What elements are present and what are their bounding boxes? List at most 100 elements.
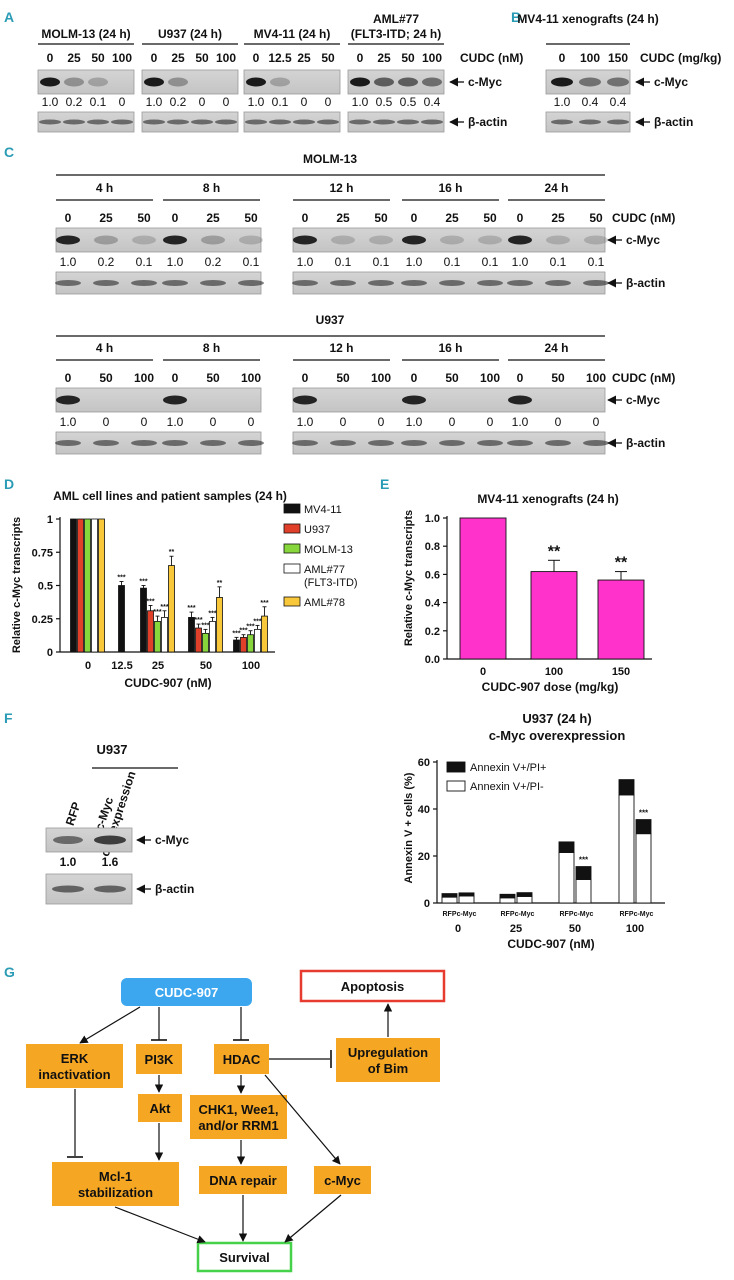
panel-c-block-title-1: U937 (316, 313, 345, 327)
panel-a-actin-band (167, 119, 189, 125)
panel-f-chart-title: U937 (24 h) (522, 711, 591, 726)
panel-c-value: 0.1 (136, 255, 153, 269)
panel-a-value: 0.2 (66, 95, 83, 109)
panel-a-dose: 25 (171, 51, 185, 65)
mcl-1-stabilization-box (52, 1162, 179, 1206)
panel-a-title-0: MOLM-13 (24 h) (41, 27, 130, 41)
panel-a-actin-band (269, 119, 291, 125)
panel-b-band (551, 77, 573, 87)
panel-c-dose: 0 (172, 211, 179, 225)
panel-b-band (579, 77, 601, 87)
panel-d-bar (254, 628, 261, 653)
panel-d-legend-label: U937 (304, 524, 330, 536)
edge-cudc-to-erk (79, 1006, 141, 1044)
panel-e-bar (530, 571, 578, 660)
panel-a-title-1: U937 (24 h) (158, 27, 222, 41)
panel-e-xtick-label: 150 (612, 666, 630, 678)
panel-f-bar-pi-pos (516, 892, 533, 897)
panel-letter-a: A (4, 9, 14, 25)
panel-d-significance: *** (208, 610, 216, 617)
panel-c-band (546, 235, 570, 245)
panel-f-xtick-label: 100 (626, 923, 644, 935)
panel-c-actin-label-0: β-actin (626, 276, 665, 290)
panel-c-actin-band (162, 280, 188, 286)
panel-c-dose: 50 (483, 211, 497, 225)
panel-a-actin-label: β-actin (468, 115, 507, 129)
panel-a-band (350, 77, 370, 87)
panel-d-legend-swatch (283, 596, 301, 607)
panel-c-dose: 0 (302, 211, 309, 225)
panel-a-band (270, 77, 290, 87)
panel-d-legend-label: (FLT3-ITD) (304, 577, 358, 589)
panel-c-actin-band (401, 280, 427, 286)
panel-a-value: 0.1 (272, 95, 289, 109)
panel-b-dose: 100 (580, 51, 600, 65)
panel-a-value: 0 (223, 95, 230, 109)
panel-c-actin-band (330, 280, 356, 286)
chk1-wee1-rrm1-box (190, 1095, 287, 1139)
panel-a-actin-band (349, 119, 371, 125)
panel-a-value: 0.2 (170, 95, 187, 109)
panel-c-value: 0.1 (588, 255, 605, 269)
panel-f-lane-label: RFP (63, 800, 84, 827)
panel-d-bar (70, 518, 77, 653)
panel-e-xlabel: CUDC-907 dose (mg/kg) (482, 680, 619, 694)
panel-c-time: 4 h (96, 181, 113, 195)
panel-c-band (331, 235, 355, 245)
panel-d-bar (202, 632, 209, 653)
panel-d-legend-swatch (283, 563, 301, 574)
panel-a-actin-blot-1 (141, 111, 239, 133)
panel-f-bar-pi-neg (635, 833, 652, 904)
cudc-907-box (121, 978, 252, 1006)
panel-d-bar (98, 518, 105, 653)
panel-d-ytick-label: 0.5 (38, 581, 53, 593)
panel-c-value: 1.0 (297, 415, 314, 429)
panel-e-xtick-label: 100 (545, 666, 563, 678)
panel-c-dose: 100 (241, 371, 261, 385)
panel-c-actin-band (583, 280, 609, 286)
panel-c-value: 1.0 (512, 415, 529, 429)
panel-c-band (163, 235, 187, 245)
edge-mcl1-to-survival (114, 1206, 206, 1244)
panel-c-actin-band (200, 280, 226, 286)
panel-f-bar-label: c-Myc (574, 911, 594, 918)
panel-d-xtick-label: 25 (152, 660, 164, 672)
panel-c-dose: 25 (336, 211, 350, 225)
panel-d-significance: *** (253, 618, 261, 625)
panel-c-cmyc-blot-left-0 (55, 227, 262, 253)
panel-c-actin-band (368, 440, 394, 446)
panel-a-dose: 50 (321, 51, 335, 65)
panel-c-actin-band (439, 440, 465, 446)
panel-a-band (422, 77, 442, 87)
panel-d-bar (168, 565, 175, 653)
panel-f-xtick-label: 50 (569, 923, 581, 935)
panel-d-significance: *** (187, 605, 195, 612)
panel-c-band (163, 395, 187, 405)
panel-b-value: 0.4 (610, 95, 627, 109)
panel-a-dose: 100 (216, 51, 236, 65)
panel-f-band (94, 835, 126, 845)
panel-a-actin-blot-2 (243, 111, 341, 133)
panel-c-dose: 0 (65, 371, 72, 385)
panel-c-band (293, 235, 317, 245)
panel-a-value: 0 (301, 95, 308, 109)
panel-a-dose: 50 (195, 51, 209, 65)
panel-c-band (56, 235, 80, 245)
panel-a-value: 1.0 (352, 95, 369, 109)
panel-c-value: 0.2 (98, 255, 115, 269)
panel-a-dose: 100 (422, 51, 442, 65)
dna-repair-box (199, 1166, 287, 1194)
panel-f-bar-pi-neg (499, 897, 516, 904)
panel-d-significance: *** (246, 624, 254, 631)
panel-c-band (508, 235, 532, 245)
panel-f-legend-swatch-pos (446, 761, 466, 773)
panel-f-legend-swatch-neg (446, 780, 466, 792)
panel-c-value: 1.0 (406, 415, 423, 429)
panel-e-bar (597, 579, 645, 660)
panel-f-cmyc-label: c-Myc (155, 833, 189, 847)
c-myc-box-label: c-Myc (324, 1173, 361, 1188)
panel-a-actin-band (397, 119, 419, 125)
panel-c-actin-band (507, 280, 533, 286)
panel-c-value: 0 (141, 415, 148, 429)
chk1-wee1-rrm1-box-label: and/or RRM1 (198, 1118, 278, 1133)
